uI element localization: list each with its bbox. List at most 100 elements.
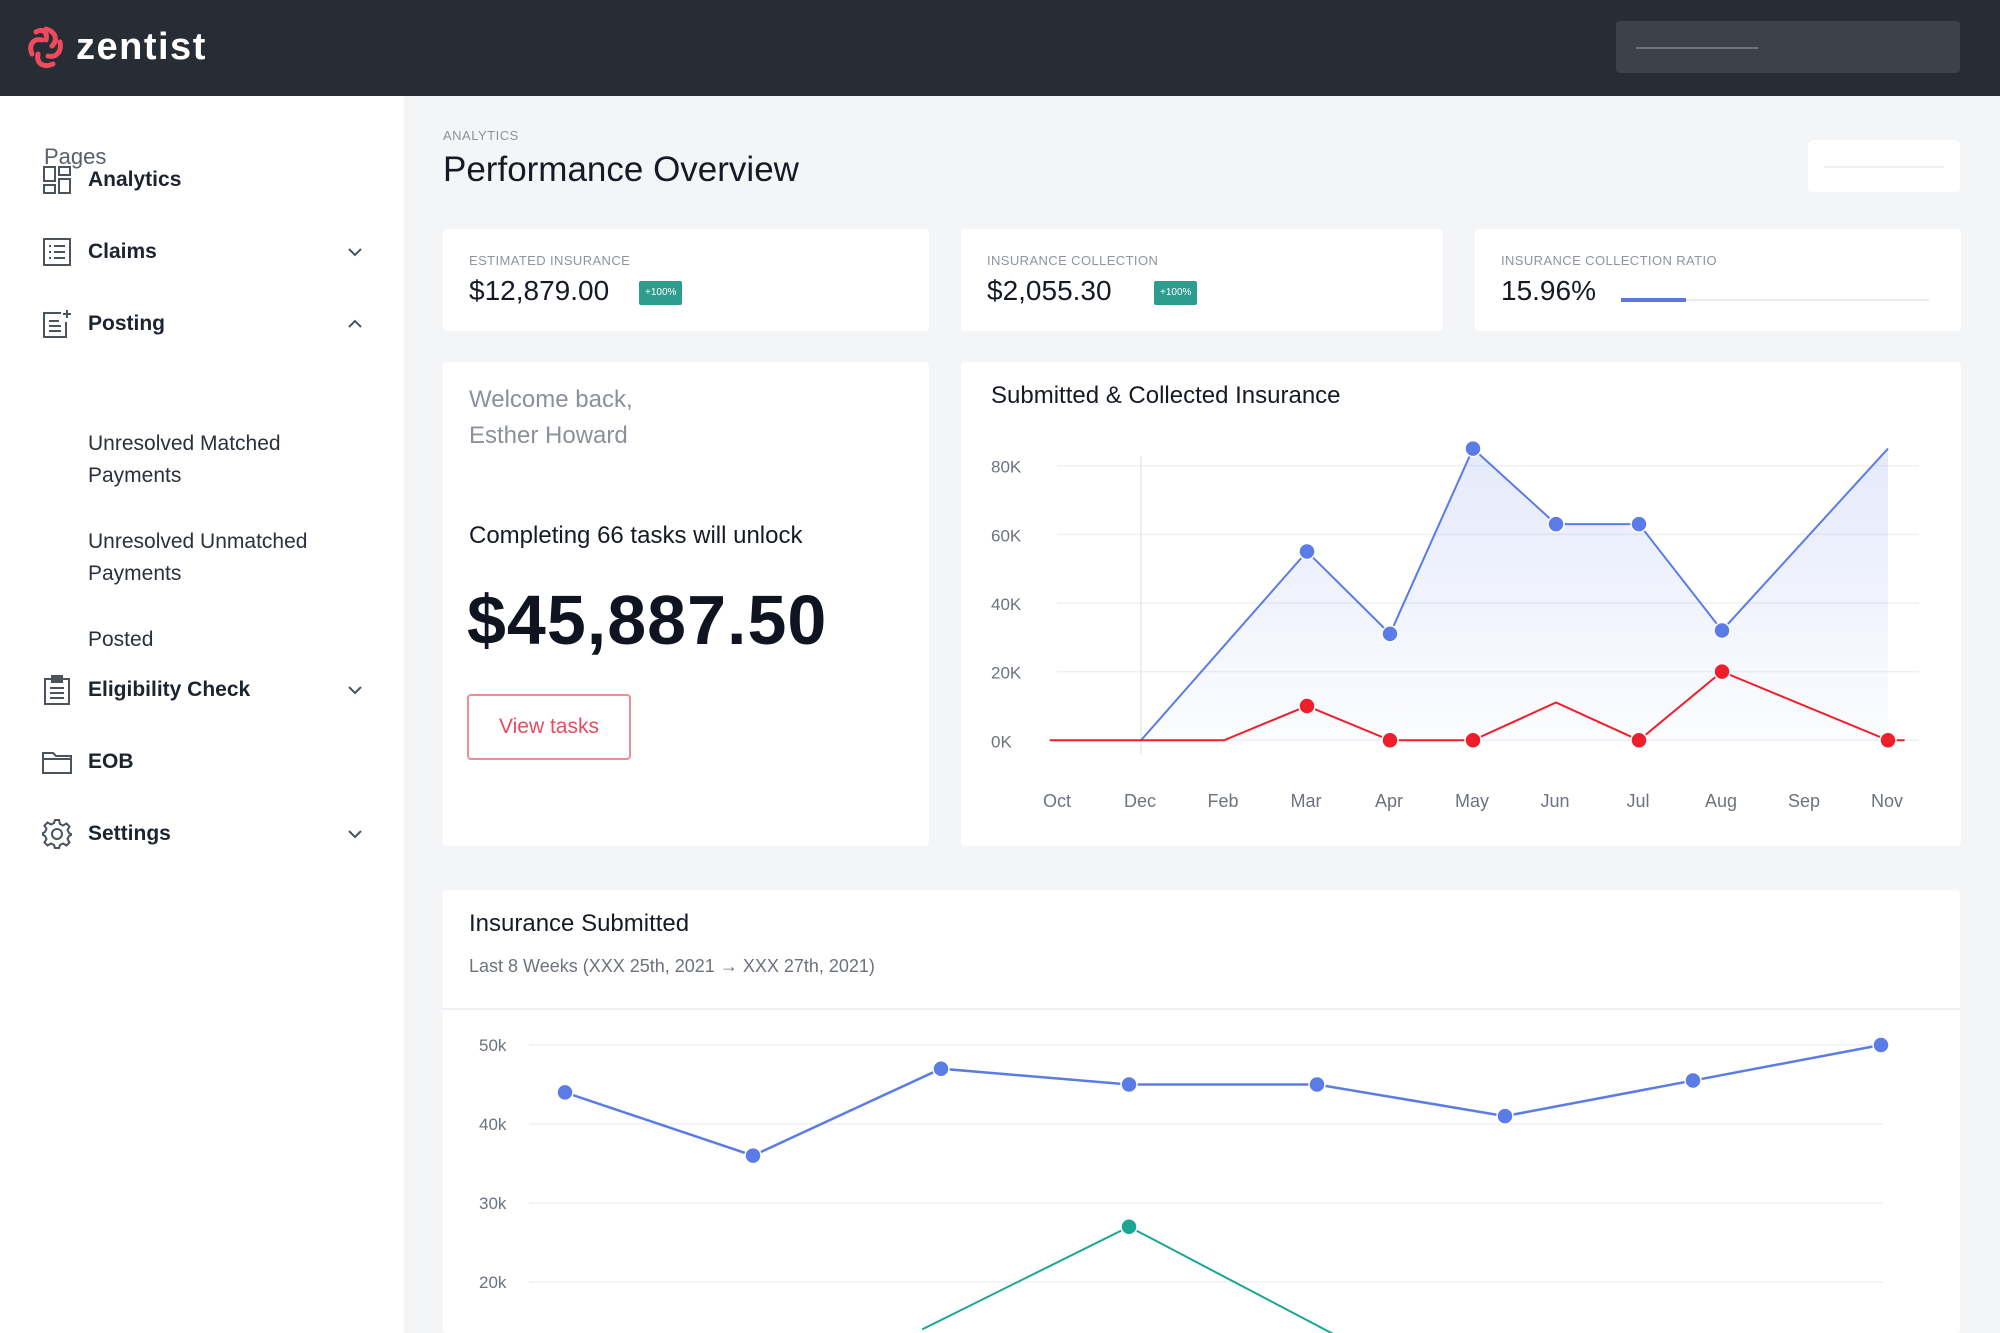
user-name: Esther Howard [469, 422, 628, 449]
chart-title: Submitted & Collected Insurance [991, 382, 1341, 409]
data-point [556, 1083, 574, 1102]
sidebar-item-label: Eligibility Check [88, 678, 251, 701]
chevron-down-icon[interactable] [344, 241, 366, 263]
data-point [1120, 1075, 1138, 1094]
submitted-collected-chart-card: Submitted & Collected Insurance 80K 60K 40… [961, 362, 1961, 846]
data-point [744, 1146, 762, 1165]
data-point [1630, 731, 1648, 750]
unlock-text: Completing 66 tasks will unlock [469, 522, 803, 549]
subitem-line: Payments [88, 464, 182, 487]
data-point [1630, 515, 1648, 533]
sidebar-item-label: Analytics [88, 168, 182, 191]
stat-card-estimated-insurance: ESTIMATED INSURANCE $12,879.00 +100% [443, 229, 929, 331]
x-tick-label: May [1455, 791, 1489, 811]
data-point [1547, 515, 1565, 533]
y-tick-label: 40k [479, 1115, 507, 1134]
data-point [1298, 697, 1316, 715]
sidebar-item-eob[interactable]: EOB [40, 740, 366, 784]
sidebar-item-settings[interactable]: Settings [40, 812, 366, 856]
y-tick-label: 50k [479, 1036, 507, 1055]
stat-value: $2,055.30 [987, 275, 1112, 306]
view-tasks-button[interactable]: View tasks [467, 694, 631, 760]
subitem-line: Unresolved Matched [88, 432, 281, 455]
chevron-down-icon[interactable] [344, 679, 366, 701]
chart-subtitle: Last 8 Weeks (XXX 25th, 2021 → XXX 27th,… [469, 956, 875, 976]
submitted-collected-chart: 80K 60K 40K 20K 0K Oct Dec Feb Mar Apr May Jun Jul Au… [991, 439, 1919, 811]
series-line [921, 1225, 1334, 1333]
x-tick-label: Jul [1626, 791, 1649, 811]
y-tick-label: 20k [479, 1273, 507, 1292]
series-line [564, 1043, 1882, 1157]
dashboard-icon [40, 163, 74, 197]
sidebar-subitem-unresolved-matched[interactable]: Unresolved Matched Payments [88, 428, 368, 492]
zentist-logo-icon [28, 26, 63, 69]
y-tick-label: 80K [991, 458, 1022, 477]
insurance-submitted-chart: 50k 40k 30k 20k [479, 1036, 1890, 1333]
data-point [1120, 1217, 1138, 1236]
top-search-input[interactable] [1616, 21, 1960, 73]
x-tick-label: Apr [1375, 791, 1403, 811]
data-point [932, 1059, 950, 1078]
header-action-button[interactable] [1808, 140, 1960, 192]
chart-title: Insurance Submitted [469, 910, 690, 937]
brand-name: zentist [76, 25, 207, 68]
list-icon [40, 235, 74, 269]
greeting-line: Welcome back, [469, 386, 633, 413]
data-point [1713, 662, 1731, 681]
data-point [1496, 1107, 1514, 1125]
data-point [1298, 542, 1316, 561]
brand-logo[interactable]: zentist [26, 24, 207, 70]
y-tick-label: 60K [991, 526, 1022, 545]
stat-badge: +100% [1154, 281, 1198, 305]
unlock-amount: $45,887.50 [467, 581, 828, 659]
x-tick-label: Jun [1540, 791, 1569, 811]
y-tick-label: 0K [991, 732, 1012, 751]
sidebar-subitem-posted[interactable]: Posted [88, 624, 368, 656]
data-point [1879, 731, 1897, 750]
welcome-greeting: Welcome back, Esther Howard [469, 382, 633, 454]
gear-icon [40, 817, 74, 851]
subitem-line: Unresolved Unmatched [88, 530, 308, 553]
pages-label: Pages [44, 144, 107, 169]
series-area [1141, 448, 1888, 741]
sidebar-item-posting[interactable]: Posting [40, 302, 366, 346]
sidebar-item-label: EOB [88, 750, 134, 773]
series-line [1049, 670, 1905, 742]
data-point [1464, 731, 1482, 750]
x-tick-label: Feb [1207, 791, 1238, 811]
x-tick-label: Dec [1124, 791, 1156, 811]
insurance-submitted-chart-card: Insurance Submitted Last 8 Weeks (XXX 25… [443, 890, 1960, 1333]
y-tick-label: 20K [991, 664, 1022, 683]
clipboard-icon [40, 673, 74, 707]
subitem-line: Payments [88, 562, 182, 585]
stat-value: 15.96% [1501, 275, 1596, 306]
ratio-progress-fill [1621, 298, 1686, 302]
stat-label: INSURANCE COLLECTION RATIO [1501, 253, 1718, 268]
top-bar: zentist [0, 0, 2000, 96]
chevron-up-icon[interactable] [344, 313, 366, 335]
x-tick-label: Sep [1788, 791, 1820, 811]
sidebar-item-analytics[interactable]: Analytics [40, 158, 366, 202]
x-tick-label: Aug [1705, 791, 1737, 811]
page-title: Performance Overview [443, 150, 799, 189]
data-point [1713, 621, 1731, 640]
x-tick-label: Oct [1043, 791, 1071, 811]
sidebar-item-label: Claims [88, 240, 157, 263]
sidebar: Pages Analytics Claims [0, 96, 404, 1333]
chart-divider [443, 1008, 1960, 1010]
y-tick-label: 40K [991, 595, 1022, 614]
series-line [1140, 446, 1889, 741]
breadcrumb: ANALYTICS [443, 128, 519, 143]
sidebar-item-claims[interactable]: Claims [40, 230, 366, 274]
stat-label: INSURANCE COLLECTION [987, 253, 1159, 268]
ratio-progress-track [1621, 298, 1929, 302]
folder-icon [40, 745, 74, 779]
stat-badge: +100% [639, 281, 683, 305]
posting-icon [40, 307, 74, 341]
sidebar-item-label: Settings [88, 822, 171, 845]
sidebar-item-eligibility-check[interactable]: Eligibility Check [40, 668, 366, 712]
data-point [1381, 625, 1399, 643]
sidebar-item-label: Posting [88, 312, 165, 335]
chevron-down-icon[interactable] [344, 823, 366, 845]
sidebar-subitem-unresolved-unmatched[interactable]: Unresolved Unmatched Payments [88, 526, 368, 590]
